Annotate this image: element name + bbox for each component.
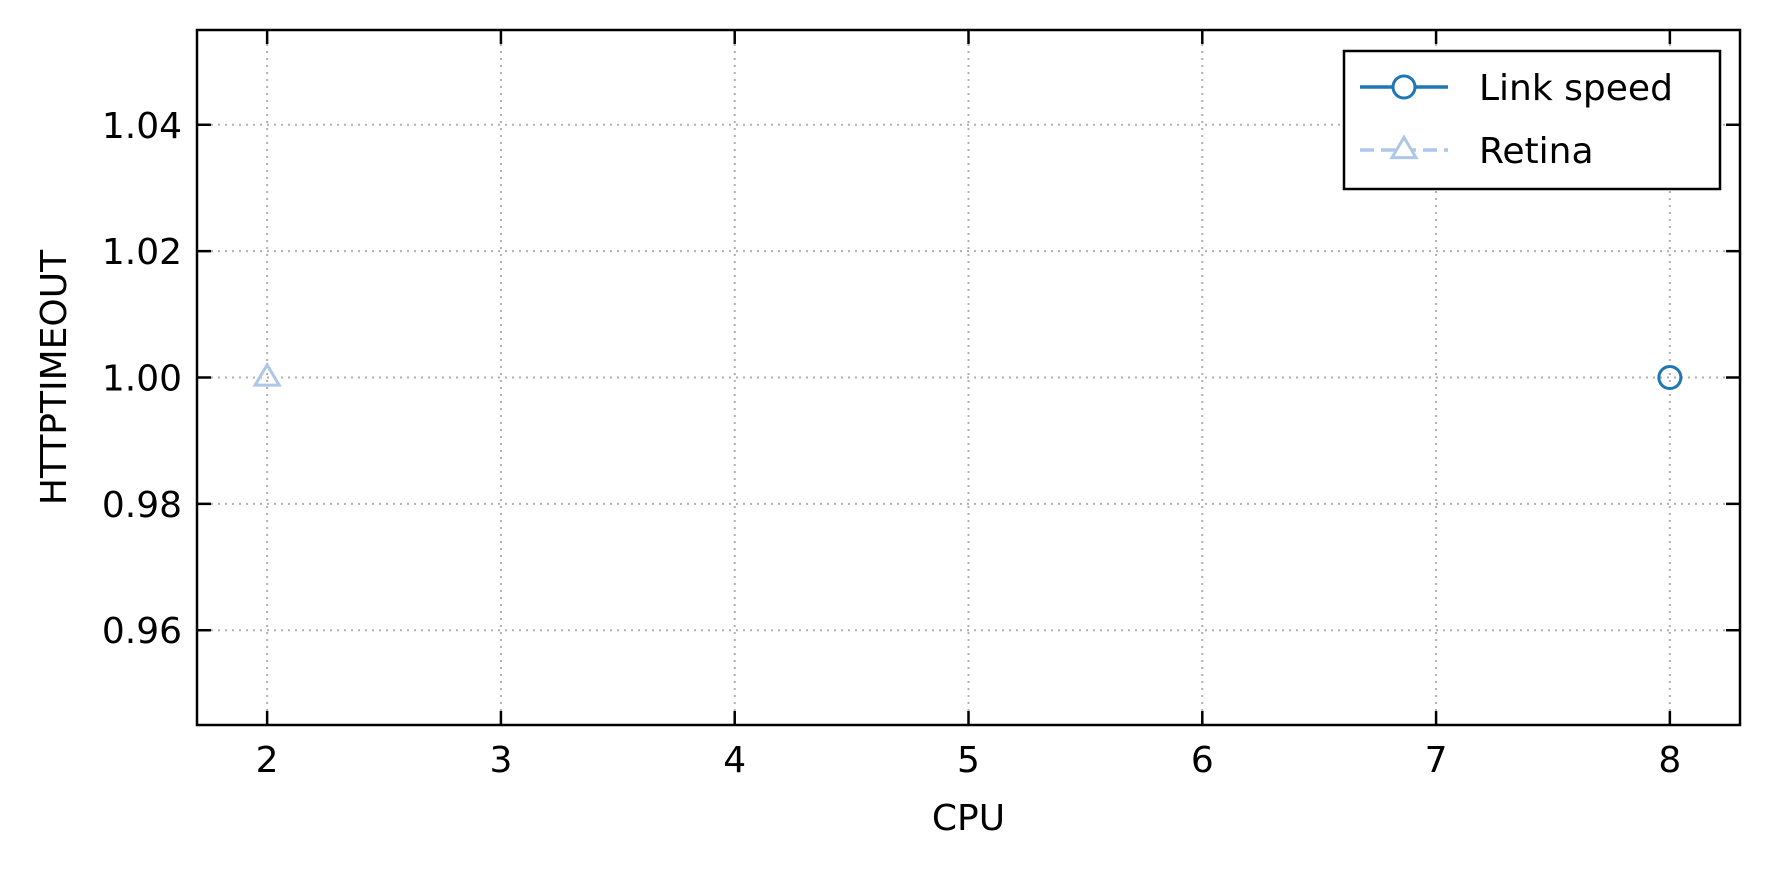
x-tick-label: 7	[1425, 740, 1448, 781]
x-tick-label: 3	[489, 740, 512, 781]
y-tick-label: 1.00	[102, 359, 182, 400]
tick-labels: 2 3 4 5 6 7 8 0.96 0.98 1.00 1.02 1.04	[102, 106, 1681, 781]
x-tick-label: 4	[723, 740, 746, 781]
x-axis-label: CPU	[932, 798, 1005, 839]
x-tick-label: 2	[256, 740, 279, 781]
y-tick-label: 0.98	[102, 485, 182, 526]
point-retina	[252, 361, 282, 387]
grid	[197, 30, 1740, 725]
legend-marker-link-speed	[1391, 74, 1417, 100]
legend-box	[1342, 49, 1722, 191]
legend-marker-retina	[1389, 134, 1419, 160]
x-tick-label: 5	[957, 740, 980, 781]
legend: Link speed Retina	[1342, 49, 1722, 191]
y-tick-label: 1.04	[102, 106, 182, 147]
x-tick-label: 6	[1191, 740, 1214, 781]
y-axis-label: HTTPTIMEOUT	[34, 249, 75, 505]
y-tick-label: 1.02	[102, 232, 182, 273]
ticks	[197, 30, 1740, 725]
legend-label-retina: Retina	[1479, 131, 1594, 172]
point-link-speed	[1657, 365, 1683, 390]
legend-label-link-speed: Link speed	[1479, 68, 1673, 109]
y-tick-label: 0.96	[102, 611, 182, 652]
series-layer	[252, 361, 1683, 390]
x-tick-label: 8	[1658, 740, 1681, 781]
